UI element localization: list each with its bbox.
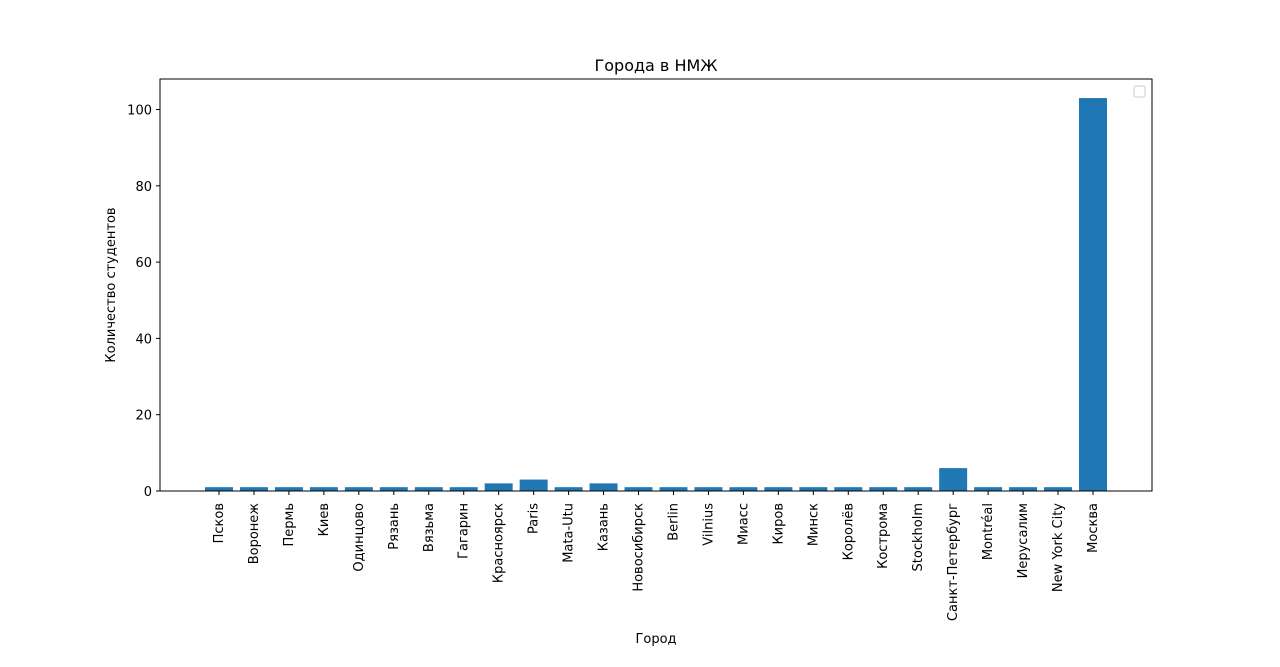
bar (205, 487, 233, 491)
x-tick-label: Киев (317, 503, 332, 536)
bar (1079, 98, 1107, 491)
bar (799, 487, 828, 491)
bar (904, 487, 933, 491)
x-tick-label: Montréal (981, 503, 996, 560)
x-tick-label: Санкт-Петербург (946, 503, 961, 621)
bar (239, 487, 268, 491)
bar (449, 487, 478, 491)
y-tick-label: 60 (135, 256, 152, 271)
y-tick-label: 0 (144, 485, 152, 500)
x-tick-label: Berlin (666, 503, 681, 541)
bar (1044, 487, 1073, 491)
y-tick-label: 100 (127, 104, 152, 119)
x-tick-label: Гагарин (457, 503, 472, 559)
bar (519, 479, 548, 491)
y-tick-label: 20 (135, 409, 152, 424)
bar (1009, 487, 1038, 491)
bar (484, 483, 513, 491)
x-tick-label: Миасс (736, 503, 751, 545)
bar (589, 483, 618, 491)
bar (694, 487, 723, 491)
bar (659, 487, 688, 491)
bar (764, 487, 793, 491)
x-tick-label: Красноярск (492, 503, 507, 583)
bar (624, 487, 653, 491)
x-tick-label: Иерусалим (1016, 503, 1031, 578)
x-tick-label: Vilnius (701, 503, 716, 546)
x-tick-label: Одинцово (352, 503, 367, 572)
y-tick-label: 40 (135, 332, 152, 347)
x-axis-ticks: Псков Воронеж Пермь Киев Одинцово Рязань Вязьм… (212, 491, 1101, 621)
x-tick-label: Новосибирск (632, 503, 647, 592)
x-tick-label: Минск (806, 503, 821, 546)
x-tick-label: Москва (1086, 503, 1101, 553)
x-tick-label: Пермь (282, 503, 297, 547)
x-tick-label: Псков (212, 503, 227, 543)
legend-box (1133, 85, 1146, 98)
bar (939, 468, 968, 491)
x-tick-label: Рязань (387, 503, 402, 550)
x-tick-label: Кострома (876, 503, 891, 569)
x-tick-label: Вязьма (422, 503, 437, 552)
bar (554, 487, 583, 491)
x-tick-label: Казань (597, 503, 612, 551)
x-axis-label: Город (635, 632, 676, 647)
y-axis-label: Количество студентов (104, 207, 119, 362)
bar (274, 487, 303, 491)
bar (974, 487, 1003, 491)
y-axis-ticks: 0 20 40 60 80 100 (127, 104, 160, 500)
bar (309, 487, 338, 491)
x-tick-label: Воронеж (247, 503, 262, 565)
x-tick-label: Stockholm (911, 503, 926, 571)
plot-frame (159, 78, 1153, 492)
x-tick-label: Mata-Utu (562, 503, 577, 563)
bars-layer (205, 98, 1107, 491)
chart-title: Города в НМЖ (594, 56, 717, 75)
x-tick-label: Paris (527, 503, 542, 534)
x-tick-label: Королёв (841, 503, 856, 560)
x-tick-label: Киров (771, 503, 786, 545)
bar (344, 487, 373, 491)
bar (729, 487, 758, 491)
bar (869, 487, 898, 491)
bar (379, 487, 408, 491)
x-tick-label: New York City (1051, 503, 1066, 592)
bar (414, 487, 443, 491)
bar (834, 487, 863, 491)
y-tick-label: 80 (135, 180, 152, 195)
